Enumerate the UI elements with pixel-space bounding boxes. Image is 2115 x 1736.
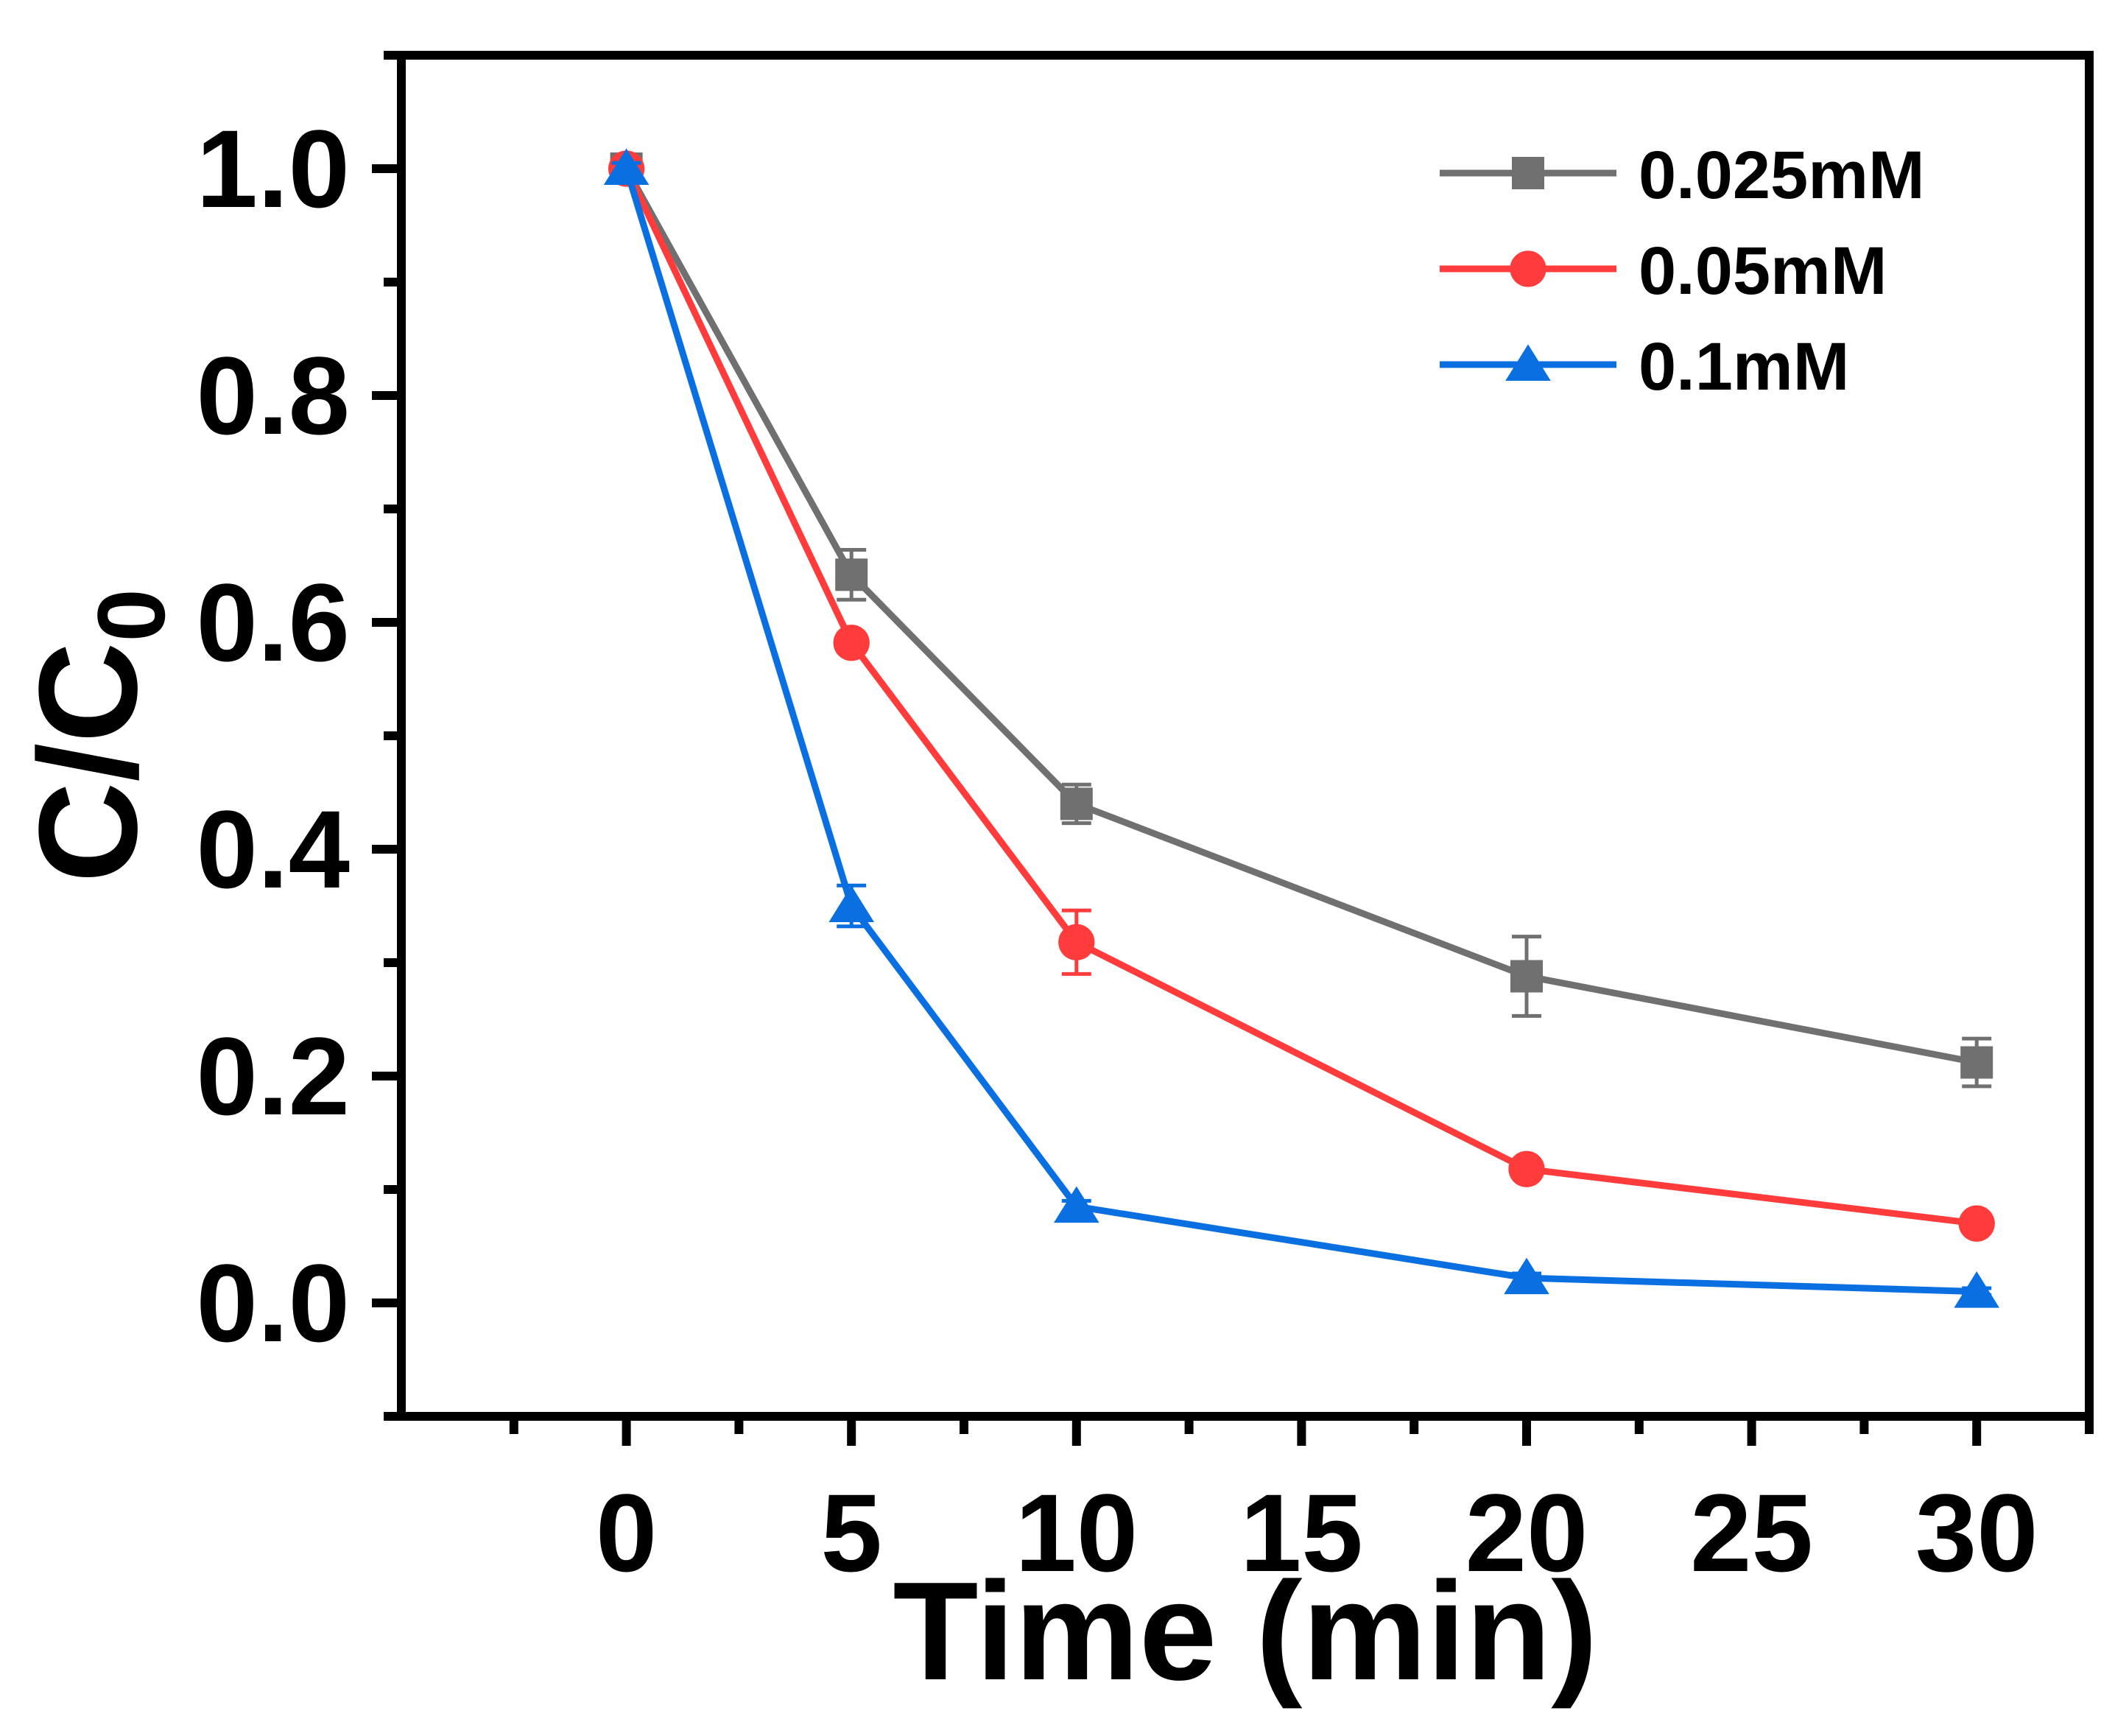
data-point [1958, 1205, 1995, 1242]
legend-marker [1512, 157, 1544, 189]
y-tick-label: 0.0 [196, 1241, 350, 1365]
x-tick-label: 30 [1915, 1471, 2038, 1595]
legend-marker [1510, 250, 1546, 287]
legend-label: 0.1mM [1639, 329, 1849, 404]
legend: 0.025mM 0.05mM 0.1mM [1440, 138, 1925, 404]
legend-item: 0.05mM [1440, 233, 1887, 309]
data-point [603, 148, 650, 185]
legend-marker [1505, 344, 1551, 381]
x-tick-label: 10 [1015, 1471, 1138, 1595]
y-axis-title: C/C0 [10, 588, 185, 883]
x-tick-label: 20 [1465, 1471, 1588, 1595]
x-tick-label: 0 [596, 1471, 657, 1595]
y-tick-label: 0.2 [196, 1014, 350, 1138]
data-point [1504, 1257, 1549, 1295]
legend-label: 0.025mM [1639, 138, 1925, 213]
legend-label: 0.05mM [1639, 233, 1887, 309]
series-line [623, 167, 1977, 1227]
series-layer [603, 148, 1999, 1308]
data-point [1954, 1271, 1999, 1308]
legend-item: 0.025mM [1440, 138, 1925, 213]
ticks-layer: 0 5 10 15 20 25 30 0.0 0.2 0.4 0.6 0.8 1.0 [196, 51, 2094, 1595]
data-point [1960, 1046, 1993, 1079]
y-tick-label: 0.6 [196, 560, 350, 684]
data-point [1508, 1150, 1545, 1187]
data-point [1058, 924, 1095, 960]
data-point [1054, 1186, 1099, 1223]
series-0.1mM [603, 148, 1999, 1308]
y-axis-title-main: C/C [10, 642, 166, 883]
data-point [1510, 960, 1543, 993]
data-point [833, 625, 870, 661]
data-point [835, 558, 868, 591]
x-tick-label: 25 [1690, 1471, 1813, 1595]
y-tick-label: 1.0 [196, 107, 350, 231]
x-axis-title: Time (min) [893, 1553, 1597, 1709]
series-0.05mM [608, 150, 1995, 1242]
y-axis-title-subscript: 0 [77, 588, 185, 642]
x-tick-label: 5 [820, 1471, 881, 1595]
y-tick-label: 0.8 [196, 334, 350, 457]
y-tick-label: 0.4 [196, 787, 350, 911]
x-tick-label: 15 [1240, 1471, 1363, 1595]
data-point [828, 885, 874, 922]
legend-item: 0.1mM [1440, 329, 1849, 404]
data-point [1060, 787, 1093, 820]
